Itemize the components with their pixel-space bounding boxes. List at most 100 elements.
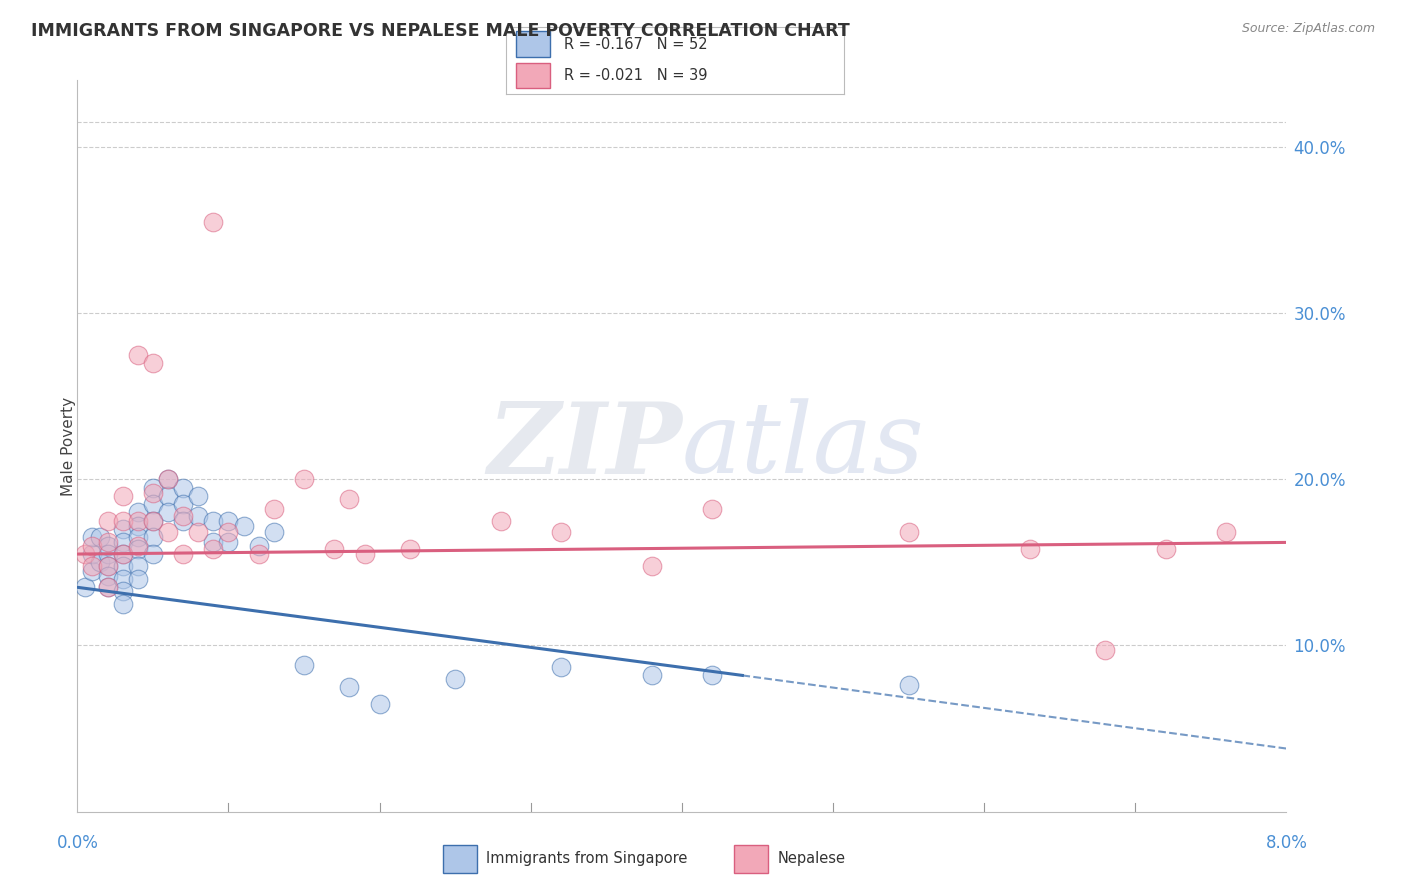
Point	[368, 697, 391, 711]
Point	[96, 558, 118, 573]
Point	[263, 502, 285, 516]
Text: Nepalese: Nepalese	[778, 852, 845, 866]
Point	[323, 542, 346, 557]
Point	[1154, 542, 1177, 557]
Point	[172, 481, 194, 495]
Point	[172, 547, 194, 561]
Point	[127, 542, 149, 557]
Point	[172, 508, 194, 523]
Point	[202, 214, 225, 228]
Point	[82, 539, 104, 553]
Point	[444, 672, 467, 686]
Text: atlas: atlas	[682, 399, 925, 493]
Point	[172, 514, 194, 528]
Point	[96, 535, 118, 549]
Point	[187, 489, 209, 503]
Point	[142, 497, 165, 511]
Text: 0.0%: 0.0%	[56, 834, 98, 852]
Point	[142, 356, 165, 370]
Point	[142, 514, 165, 528]
Point	[232, 518, 254, 533]
Point	[111, 489, 134, 503]
Point	[111, 597, 134, 611]
FancyBboxPatch shape	[516, 31, 550, 57]
Text: Immigrants from Singapore: Immigrants from Singapore	[486, 852, 688, 866]
Point	[292, 472, 315, 486]
Point	[111, 547, 134, 561]
Point	[157, 489, 180, 503]
Point	[339, 680, 360, 694]
Point	[550, 660, 572, 674]
Point	[489, 514, 512, 528]
Text: IMMIGRANTS FROM SINGAPORE VS NEPALESE MALE POVERTY CORRELATION CHART: IMMIGRANTS FROM SINGAPORE VS NEPALESE MA…	[31, 22, 849, 40]
Point	[247, 539, 270, 553]
Point	[127, 572, 149, 586]
Point	[897, 678, 920, 692]
Point	[96, 539, 118, 553]
Point	[218, 514, 240, 528]
Point	[82, 564, 104, 578]
Point	[157, 472, 180, 486]
FancyBboxPatch shape	[734, 846, 768, 872]
Point	[641, 668, 664, 682]
Point	[111, 514, 134, 528]
Point	[157, 472, 180, 486]
FancyBboxPatch shape	[516, 62, 550, 88]
Point	[111, 572, 134, 586]
Point	[96, 580, 118, 594]
Point	[142, 485, 165, 500]
Point	[127, 530, 149, 544]
Point	[89, 555, 111, 569]
Point	[73, 547, 96, 561]
Point	[127, 539, 149, 553]
Text: 8.0%: 8.0%	[1265, 834, 1308, 852]
Point	[111, 558, 134, 573]
Point	[897, 525, 920, 540]
Point	[127, 558, 149, 573]
Point	[127, 518, 149, 533]
Point	[218, 525, 240, 540]
Point	[1094, 643, 1116, 657]
Point	[339, 492, 360, 507]
Point	[111, 547, 134, 561]
Text: Source: ZipAtlas.com: Source: ZipAtlas.com	[1241, 22, 1375, 36]
Point	[111, 522, 134, 536]
Point	[187, 508, 209, 523]
Point	[702, 668, 724, 682]
Point	[1215, 525, 1237, 540]
Point	[82, 547, 104, 561]
Point	[202, 514, 225, 528]
Point	[111, 583, 134, 598]
Point	[96, 514, 118, 528]
Point	[202, 542, 225, 557]
Text: R = -0.167   N = 52: R = -0.167 N = 52	[564, 37, 707, 52]
Point	[73, 580, 96, 594]
Point	[96, 558, 118, 573]
Text: ZIP: ZIP	[486, 398, 682, 494]
Point	[89, 530, 111, 544]
Point	[399, 542, 422, 557]
Point	[127, 347, 149, 362]
Point	[111, 535, 134, 549]
Point	[96, 568, 118, 582]
Point	[82, 530, 104, 544]
Point	[157, 525, 180, 540]
Point	[247, 547, 270, 561]
Point	[292, 658, 315, 673]
Point	[157, 506, 180, 520]
Point	[127, 514, 149, 528]
Point	[96, 580, 118, 594]
Point	[550, 525, 572, 540]
Point	[142, 481, 165, 495]
Point	[1018, 542, 1040, 557]
Point	[96, 547, 118, 561]
Text: R = -0.021   N = 39: R = -0.021 N = 39	[564, 68, 707, 83]
Point	[127, 506, 149, 520]
Point	[142, 547, 165, 561]
FancyBboxPatch shape	[443, 846, 477, 872]
Point	[142, 514, 165, 528]
Point	[702, 502, 724, 516]
Point	[82, 558, 104, 573]
Point	[172, 497, 194, 511]
Point	[202, 535, 225, 549]
